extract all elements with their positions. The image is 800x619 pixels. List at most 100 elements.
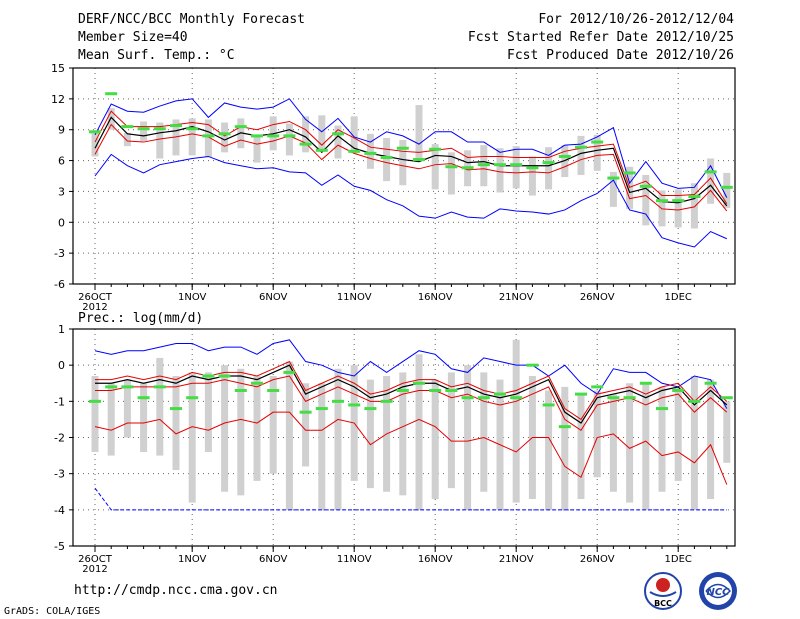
ytick-label: 12 — [51, 93, 65, 106]
ytick-label: -3 — [54, 468, 65, 481]
marker-point — [105, 92, 118, 96]
marker-point — [639, 184, 652, 188]
xtick-label: 26NOV — [580, 292, 615, 303]
xtick-label: 26OCT — [78, 554, 113, 565]
spread-bar — [577, 135, 585, 175]
marker-point — [591, 140, 604, 144]
marker-point — [315, 407, 328, 411]
marker-point — [218, 374, 231, 378]
marker-point — [575, 145, 587, 149]
ytick-label: -6 — [54, 278, 65, 291]
marker-point — [153, 385, 166, 389]
spread-bar — [107, 108, 115, 130]
marker-point — [396, 388, 409, 392]
marker-point — [494, 392, 506, 396]
marker-point — [656, 407, 668, 411]
min-line — [94, 153, 728, 248]
chart-title: DERF/NCC/BCC Monthly Forecast — [78, 12, 305, 27]
marker-point — [105, 385, 118, 389]
marker-point — [186, 396, 199, 400]
spread-bar — [204, 372, 212, 452]
ncc-logo: NCC — [699, 572, 737, 610]
marker-point — [607, 396, 620, 400]
spread-bar — [350, 116, 358, 154]
spread-bar — [366, 133, 374, 169]
xtick-label: 1DEC — [665, 554, 692, 565]
marker-point — [510, 396, 523, 400]
marker-point — [251, 134, 263, 138]
spread-bar — [399, 140, 407, 186]
marker-point — [688, 195, 701, 199]
marker-point — [623, 396, 636, 400]
spread-bar — [302, 383, 310, 467]
spread-bar — [707, 158, 715, 204]
ytick-label: -5 — [54, 540, 65, 553]
spread-bar — [561, 386, 569, 510]
marker-point — [348, 403, 361, 407]
spread-bar — [690, 183, 698, 229]
marker-point — [251, 381, 263, 385]
marker-point — [267, 388, 280, 392]
plot-frame — [72, 328, 736, 547]
marker-point — [558, 425, 571, 429]
marker-point — [720, 185, 733, 189]
marker-point — [575, 392, 587, 396]
spread-bar — [415, 354, 423, 510]
marker-point — [234, 388, 247, 392]
spread-bar — [674, 189, 682, 228]
marker-point — [380, 399, 393, 403]
spread-bar — [140, 121, 148, 142]
ytick-label: -3 — [54, 247, 65, 260]
ncc-logo-text: NCC — [706, 587, 730, 598]
marker-point — [202, 374, 215, 378]
spread-bar — [123, 379, 131, 438]
spread-bar — [577, 394, 585, 499]
spread-bar — [626, 383, 634, 503]
spread-bar — [545, 147, 553, 190]
spread-bar — [334, 125, 342, 159]
marker-point — [332, 132, 344, 136]
spread-bar — [221, 365, 229, 492]
spread-bar — [512, 339, 520, 503]
marker-point — [413, 158, 425, 162]
spread-bar — [642, 383, 650, 510]
ensemble-mean-line — [95, 364, 728, 424]
source-url[interactable]: http://cmdp.ncc.cma.gov.cn — [74, 583, 278, 598]
ytick-label: 9 — [58, 124, 65, 137]
spread-bar — [674, 386, 682, 481]
spread-bar — [609, 394, 617, 492]
spread-bar — [431, 144, 439, 190]
spread-bar — [480, 372, 488, 492]
marker-point — [299, 410, 312, 414]
bcc-logo: BCC — [644, 572, 682, 610]
spread-bar — [707, 379, 715, 499]
logos: BCC NCC — [644, 572, 737, 610]
spread-bar — [156, 122, 164, 159]
xtick-label: 11NOV — [337, 292, 372, 303]
ytick-label: 3 — [58, 185, 65, 198]
marker-point — [494, 163, 506, 167]
marker-point — [202, 134, 215, 138]
spread-bar — [318, 115, 326, 151]
marker-point — [656, 199, 668, 203]
marker-point — [526, 363, 539, 367]
spread-bar — [123, 132, 131, 147]
min-line — [94, 411, 728, 485]
marker-point — [510, 163, 523, 167]
marker-point — [429, 388, 442, 392]
bcc-logo-text: BCC — [654, 599, 672, 608]
marker-point — [315, 148, 328, 152]
xtick-label: 16NOV — [418, 292, 453, 303]
marker-point — [413, 381, 425, 385]
year-label: 2012 — [82, 302, 107, 313]
xtick-label: 1NOV — [178, 292, 207, 303]
spread-bar — [496, 148, 504, 193]
ytick-label: 0 — [58, 359, 65, 372]
year-label: 2012 — [82, 564, 107, 575]
spread-bar — [399, 372, 407, 496]
spread-bar — [172, 119, 180, 156]
marker-point — [623, 171, 636, 175]
forecast-period: For 2012/10/26-2012/12/04 — [538, 12, 734, 27]
spread-bar — [285, 123, 293, 156]
